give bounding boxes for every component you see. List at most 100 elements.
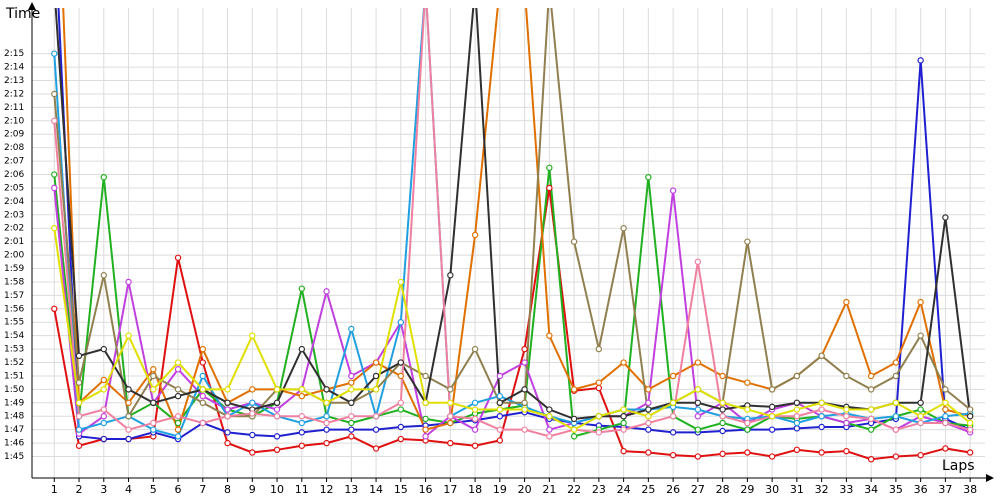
data-point bbox=[496, 426, 504, 433]
data-point bbox=[323, 399, 330, 406]
data-point bbox=[570, 386, 578, 393]
data-point bbox=[323, 288, 330, 295]
data-point bbox=[496, 392, 504, 400]
data-point bbox=[694, 359, 702, 366]
y-tick-label: 2:07 bbox=[4, 157, 24, 167]
y-tick-label: 1:46 bbox=[4, 439, 24, 449]
data-point bbox=[521, 345, 528, 353]
data-point bbox=[744, 406, 751, 413]
data-point bbox=[719, 399, 726, 406]
data-point bbox=[199, 345, 206, 353]
y-tick-label: 2:03 bbox=[4, 210, 24, 220]
data-point bbox=[793, 419, 801, 427]
x-tick-label: 3 bbox=[100, 483, 107, 496]
data-point bbox=[669, 399, 677, 406]
data-point bbox=[150, 399, 157, 406]
y-tick-label: 1:57 bbox=[4, 291, 24, 301]
data-point bbox=[100, 386, 107, 393]
y-tick-label: 2:09 bbox=[4, 130, 24, 140]
data-point bbox=[447, 386, 454, 393]
data-point bbox=[793, 446, 801, 453]
data-point bbox=[867, 456, 875, 463]
data-point bbox=[669, 187, 677, 194]
data-point bbox=[174, 392, 182, 400]
data-point bbox=[174, 419, 182, 427]
data-point bbox=[719, 413, 726, 420]
data-point bbox=[744, 426, 751, 433]
data-point bbox=[645, 413, 652, 420]
data-point bbox=[372, 359, 380, 366]
x-tick-label: 7 bbox=[199, 483, 206, 496]
data-point bbox=[843, 372, 850, 380]
data-point bbox=[75, 379, 83, 386]
data-point bbox=[892, 453, 900, 460]
data-point bbox=[323, 419, 330, 427]
x-tick-label: 36 bbox=[914, 483, 928, 496]
data-point bbox=[150, 426, 157, 433]
data-point bbox=[546, 164, 553, 171]
y-tick-label: 2:04 bbox=[4, 197, 24, 207]
y-tick-label: 1:52 bbox=[4, 358, 24, 368]
y-tick-label: 2:02 bbox=[4, 224, 24, 234]
data-point bbox=[942, 419, 949, 427]
x-tick-label: 25 bbox=[641, 483, 655, 496]
data-point bbox=[125, 413, 132, 420]
data-point bbox=[867, 372, 875, 380]
data-point bbox=[793, 399, 801, 406]
data-point bbox=[100, 173, 107, 181]
data-point bbox=[397, 319, 405, 326]
data-point bbox=[224, 439, 231, 447]
y-tick-label: 1:49 bbox=[4, 398, 24, 408]
data-point bbox=[100, 272, 107, 279]
data-point bbox=[174, 359, 182, 366]
data-point bbox=[125, 332, 132, 339]
data-point bbox=[273, 413, 281, 420]
y-axis-title: Time bbox=[5, 6, 40, 22]
data-point bbox=[694, 406, 702, 413]
data-point bbox=[645, 419, 652, 427]
data-point bbox=[966, 413, 974, 420]
data-point bbox=[125, 399, 132, 406]
data-point bbox=[917, 399, 924, 406]
data-point bbox=[125, 386, 132, 393]
data-point bbox=[966, 426, 974, 433]
data-point bbox=[669, 413, 677, 420]
data-point bbox=[471, 426, 479, 433]
data-point bbox=[521, 399, 528, 406]
data-point bbox=[917, 451, 924, 459]
data-point bbox=[744, 449, 751, 456]
data-point bbox=[595, 429, 603, 436]
data-point bbox=[570, 433, 578, 440]
y-tick-label: 2:15 bbox=[4, 49, 24, 59]
data-point bbox=[447, 272, 454, 279]
y-tick-label: 2:08 bbox=[4, 143, 24, 153]
data-point bbox=[298, 442, 306, 449]
data-point bbox=[224, 406, 231, 413]
data-point bbox=[867, 386, 875, 393]
data-point bbox=[447, 419, 454, 427]
data-point bbox=[966, 449, 974, 456]
data-point bbox=[100, 345, 107, 353]
y-tick-label: 2:06 bbox=[4, 170, 24, 180]
data-point bbox=[595, 379, 603, 386]
data-point bbox=[348, 372, 355, 380]
x-tick-label: 38 bbox=[963, 483, 977, 496]
data-point bbox=[75, 352, 83, 359]
x-axis-title: Laps bbox=[942, 458, 975, 474]
data-point bbox=[397, 406, 405, 413]
x-tick-label: 16 bbox=[419, 483, 433, 496]
data-point bbox=[669, 451, 677, 459]
x-tick-label: 12 bbox=[320, 483, 334, 496]
data-point bbox=[174, 433, 182, 440]
data-point bbox=[521, 406, 528, 413]
x-tick-label: 23 bbox=[592, 483, 606, 496]
data-point bbox=[348, 325, 355, 333]
x-tick-label: 19 bbox=[493, 483, 507, 496]
data-point bbox=[422, 399, 429, 406]
x-tick-label: 21 bbox=[542, 483, 556, 496]
y-tick-label: 1:59 bbox=[4, 264, 24, 274]
data-point bbox=[273, 446, 281, 453]
data-point bbox=[298, 285, 306, 292]
data-point bbox=[744, 238, 751, 245]
